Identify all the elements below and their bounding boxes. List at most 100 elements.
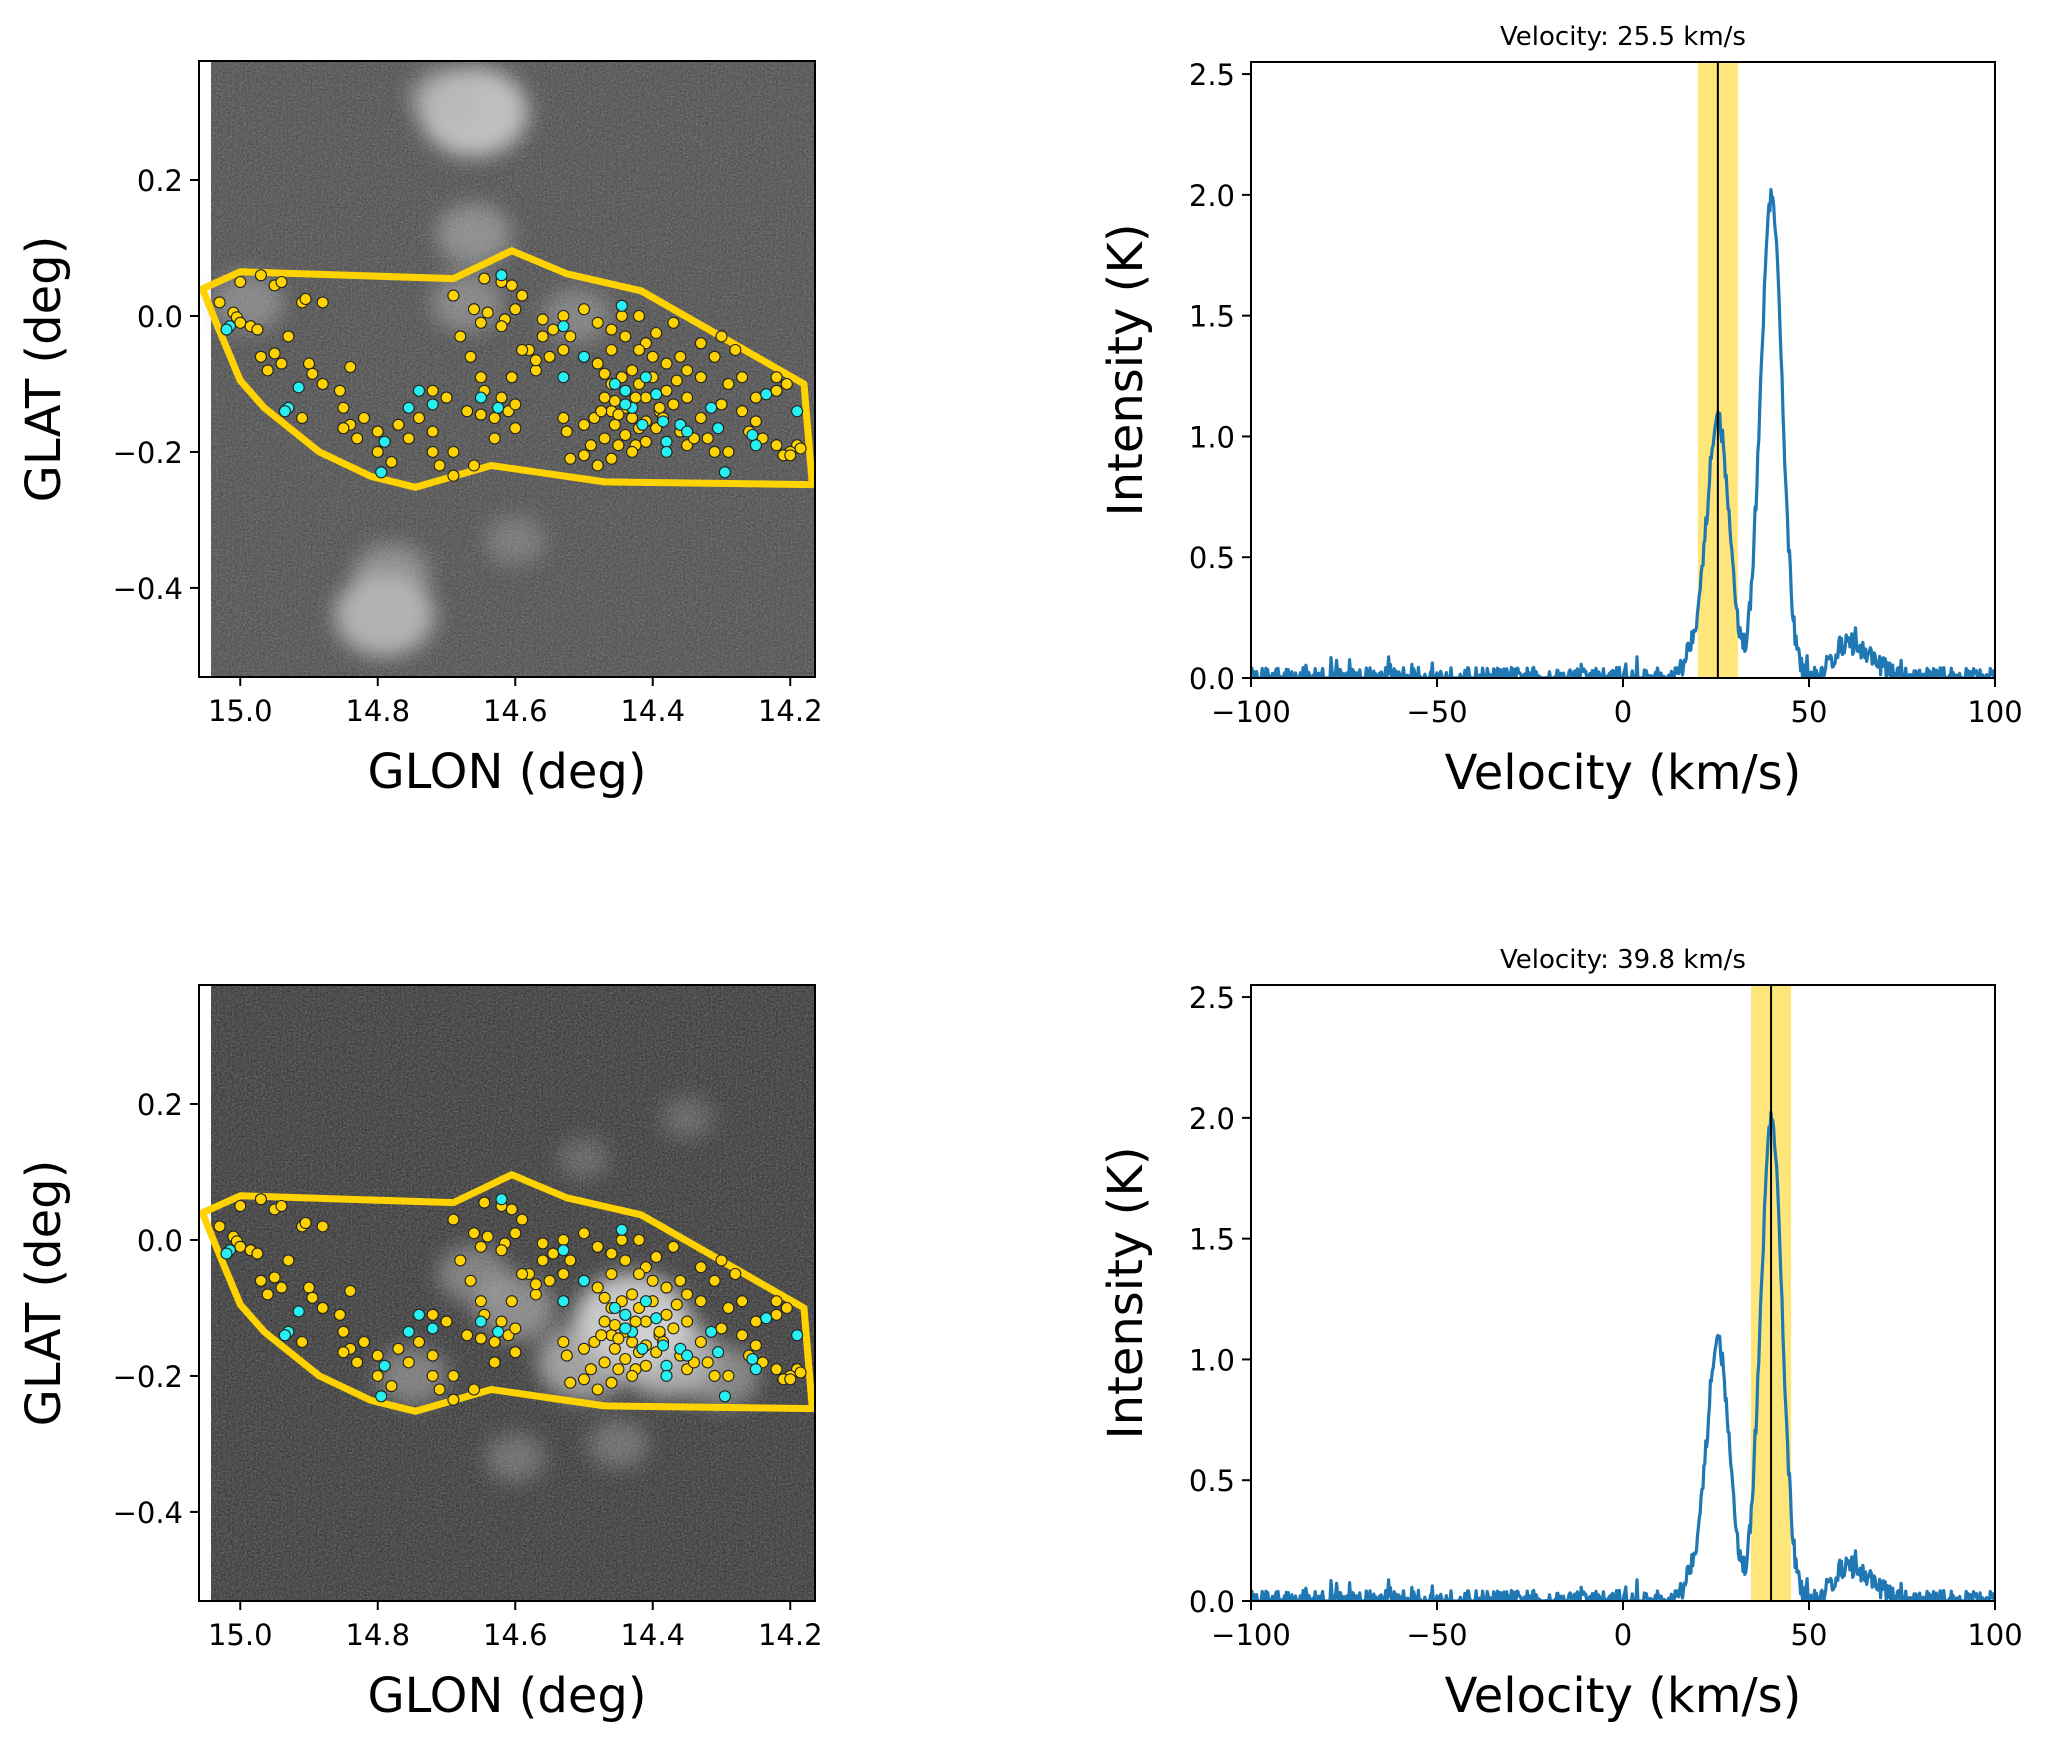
source-marker-yellow bbox=[667, 316, 680, 329]
source-marker-yellow bbox=[598, 1356, 611, 1369]
source-marker-yellow bbox=[591, 1383, 604, 1396]
source-marker-yellow bbox=[619, 1254, 632, 1267]
source-marker-yellow bbox=[715, 1322, 728, 1335]
source-marker-yellow bbox=[660, 384, 673, 397]
source-marker-cyan bbox=[749, 439, 762, 452]
source-marker-yellow bbox=[488, 411, 501, 425]
source-marker-yellow bbox=[385, 1380, 398, 1393]
source-marker-yellow bbox=[650, 1250, 663, 1264]
source-marker-yellow bbox=[598, 1291, 611, 1304]
source-marker-cyan bbox=[705, 401, 718, 414]
source-marker-yellow bbox=[708, 445, 721, 458]
source-marker-yellow bbox=[440, 391, 453, 404]
source-marker-yellow bbox=[605, 1247, 618, 1260]
source-marker-yellow bbox=[591, 357, 604, 370]
source-marker-yellow bbox=[447, 1393, 460, 1406]
source-marker-yellow bbox=[770, 371, 783, 384]
source-marker-yellow bbox=[536, 313, 549, 326]
source-markers bbox=[213, 1193, 807, 1406]
source-marker-yellow bbox=[694, 1295, 707, 1308]
source-marker-yellow bbox=[454, 1254, 467, 1267]
source-marker-yellow bbox=[509, 398, 522, 411]
spectrum-panel-bottom: Velocity: 39.8 km/s −100 −50 0 50 100 0.0 0.5… bbox=[1098, 945, 2023, 1724]
source-marker-yellow bbox=[612, 1363, 625, 1376]
source-marker-cyan bbox=[577, 350, 591, 363]
source-marker-yellow bbox=[701, 1356, 714, 1369]
source-marker-yellow bbox=[694, 371, 707, 384]
x-tick-label: 14.2 bbox=[758, 1618, 823, 1652]
source-marker-yellow bbox=[653, 401, 666, 414]
x-tick-label: −100 bbox=[1211, 1618, 1291, 1652]
source-marker-yellow bbox=[351, 432, 364, 445]
source-marker-yellow bbox=[591, 459, 604, 472]
source-marker-yellow bbox=[392, 418, 405, 431]
source-marker-yellow bbox=[598, 391, 611, 404]
source-marker-yellow bbox=[543, 350, 556, 363]
source-marker-yellow bbox=[708, 1274, 721, 1287]
source-marker-yellow bbox=[770, 384, 783, 397]
spectrum-y-axis-label: Intensity (K) bbox=[1098, 1146, 1154, 1439]
source-marker-cyan bbox=[557, 1295, 570, 1308]
source-marker-yellow bbox=[495, 391, 508, 404]
source-marker-yellow bbox=[547, 323, 560, 336]
source-marker-yellow bbox=[557, 411, 570, 425]
source-marker-yellow bbox=[770, 1295, 783, 1308]
source-marker-yellow bbox=[509, 1346, 522, 1359]
y-tick-label: 0.0 bbox=[137, 300, 183, 334]
source-marker-yellow bbox=[268, 1271, 281, 1284]
y-tick-label: −0.2 bbox=[113, 436, 183, 470]
source-marker-yellow bbox=[426, 1349, 439, 1362]
x-tick-label: 14.6 bbox=[483, 694, 548, 728]
source-marker-cyan bbox=[650, 1312, 663, 1325]
source-marker-yellow bbox=[464, 1274, 477, 1287]
source-marker-yellow bbox=[646, 350, 659, 363]
source-marker-yellow bbox=[282, 1254, 295, 1267]
source-marker-cyan bbox=[278, 405, 291, 418]
source-marker-cyan bbox=[660, 1359, 673, 1372]
source-marker-yellow bbox=[794, 1366, 807, 1379]
source-marker-cyan bbox=[378, 1359, 391, 1372]
source-marker-yellow bbox=[729, 1267, 742, 1281]
source-marker-yellow bbox=[474, 1332, 487, 1345]
source-marker-yellow bbox=[794, 442, 807, 455]
source-marker-yellow bbox=[467, 1383, 481, 1396]
source-marker-cyan bbox=[705, 1325, 718, 1338]
x-tick-label: 0 bbox=[1614, 695, 1632, 729]
source-marker-yellow bbox=[619, 330, 632, 343]
map-x-axis-label: GLON (deg) bbox=[367, 744, 646, 800]
source-marker-cyan bbox=[791, 1329, 804, 1342]
source-marker-yellow bbox=[605, 343, 618, 357]
map-y-axis-label: GLAT (deg) bbox=[16, 236, 72, 503]
source-marker-yellow bbox=[467, 459, 481, 472]
source-marker-yellow bbox=[615, 309, 628, 323]
source-marker-yellow bbox=[608, 1318, 621, 1332]
spectrum-y-ticks: 0.0 0.5 1.0 1.5 2.0 2.5 bbox=[1189, 58, 1251, 696]
spectrum-panel-top: Velocity: 25.5 km/s −100 −50 0 50 100 0.0 0.5… bbox=[1098, 22, 2023, 801]
source-marker-cyan bbox=[292, 1305, 305, 1318]
source-marker-yellow bbox=[306, 1291, 319, 1304]
source-marker-yellow bbox=[474, 316, 487, 329]
source-marker-cyan bbox=[791, 405, 804, 418]
source-marker-cyan bbox=[760, 1312, 773, 1325]
source-marker-yellow bbox=[632, 309, 646, 323]
source-marker-yellow bbox=[481, 306, 494, 319]
source-marker-yellow bbox=[557, 1267, 570, 1281]
source-marker-cyan bbox=[660, 445, 673, 458]
source-marker-cyan bbox=[608, 1301, 621, 1315]
source-marker-yellow bbox=[302, 357, 316, 370]
source-marker-yellow bbox=[608, 394, 621, 408]
x-tick-label: 14.6 bbox=[483, 1618, 548, 1652]
source-marker-yellow bbox=[275, 357, 288, 370]
source-marker-yellow bbox=[275, 1199, 288, 1213]
source-marker-cyan bbox=[746, 428, 759, 442]
source-marker-cyan bbox=[474, 391, 487, 404]
source-marker-yellow bbox=[474, 1240, 487, 1253]
y-tick-label: 2.5 bbox=[1189, 981, 1235, 1015]
source-marker-yellow bbox=[564, 452, 577, 465]
map-frame bbox=[198, 60, 816, 678]
source-marker-yellow bbox=[543, 1274, 556, 1287]
source-marker-yellow bbox=[282, 330, 295, 343]
source-marker-yellow bbox=[516, 1267, 529, 1281]
source-marker-yellow bbox=[516, 1213, 529, 1226]
